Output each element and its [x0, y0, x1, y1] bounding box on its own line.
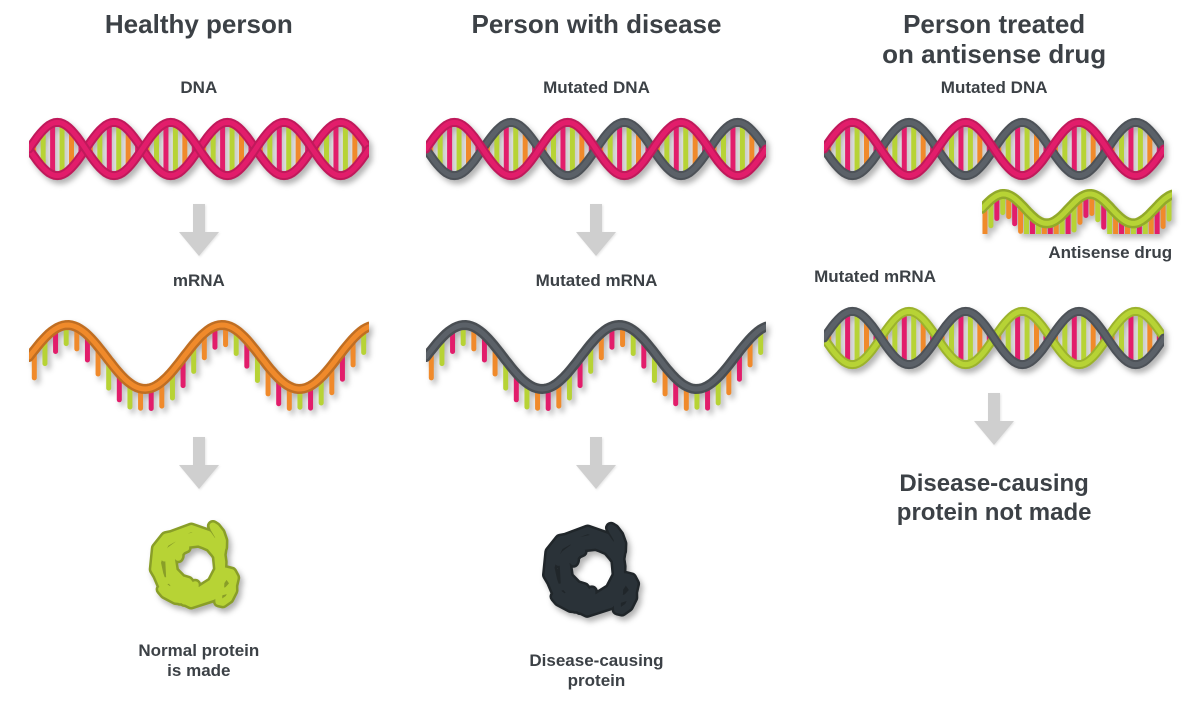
col3-mrna-label: Mutated mRNA — [814, 267, 936, 287]
col2-dna-graphic — [426, 104, 766, 194]
col1-dna-graphic — [29, 104, 369, 194]
col2-title: Person with disease — [471, 10, 721, 78]
arrow-icon — [179, 194, 219, 271]
col2-protein-caption: Disease-causingprotein — [529, 651, 663, 692]
col3-mrna-graphic — [824, 293, 1164, 383]
col2-dna-label: Mutated DNA — [543, 78, 650, 98]
diagram-container: Healthy person DNA mRNA Normal proteinis… — [0, 0, 1193, 728]
antisense-block: Antisense drug — [804, 188, 1184, 269]
arrow-icon — [179, 427, 219, 504]
antisense-label: Antisense drug — [1048, 243, 1172, 263]
col1-protein-caption: Normal proteinis made — [138, 641, 259, 682]
arrow-icon — [576, 194, 616, 271]
col1-dna-label: DNA — [180, 78, 217, 98]
col2-protein-graphic — [531, 504, 661, 639]
arrow-icon — [974, 383, 1014, 460]
column-disease: Person with disease Mutated DNA Mutated … — [406, 10, 786, 728]
col1-protein-graphic — [139, 504, 259, 629]
col2-mrna-label: Mutated mRNA — [536, 271, 658, 291]
antisense-drug-graphic — [982, 188, 1172, 239]
col3-dna-graphic — [824, 104, 1164, 194]
col3-dna-label: Mutated DNA — [941, 78, 1048, 98]
column-healthy: Healthy person DNA mRNA Normal proteinis… — [9, 10, 389, 728]
col3-title: Person treatedon antisense drug — [882, 10, 1106, 78]
col1-mrna-label: mRNA — [173, 271, 225, 291]
arrow-icon — [576, 427, 616, 504]
col3-outcome: Disease-causingprotein not made — [897, 470, 1092, 528]
col1-title: Healthy person — [105, 10, 293, 78]
col1-mrna-graphic — [29, 297, 369, 427]
col2-mrna-graphic — [426, 297, 766, 427]
column-treated: Person treatedon antisense drug Mutated … — [804, 10, 1184, 728]
